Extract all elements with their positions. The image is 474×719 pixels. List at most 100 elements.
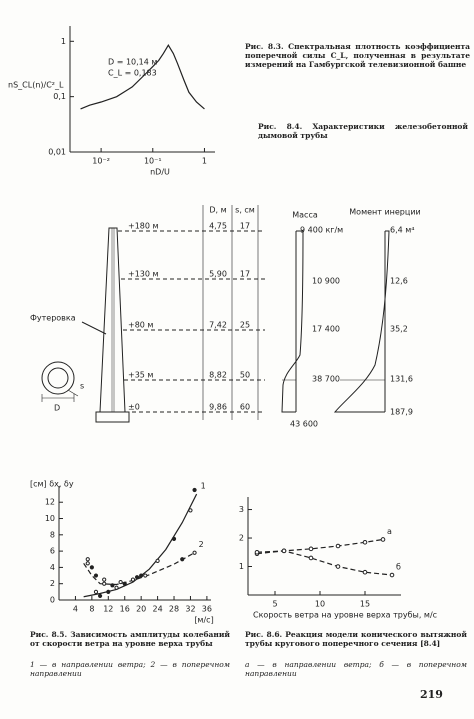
x-tick-label: 16 [120,605,130,614]
ring-inner [47,367,69,389]
table-d: 7,42 [209,321,227,330]
data-point [114,585,119,590]
moment-profile [333,230,390,413]
marker [281,548,287,554]
table-s: 17 [240,270,250,279]
curve-label: 2 [199,540,204,549]
mass-label: 10 900 [312,277,340,286]
data-point [93,589,99,594]
table-d: 4,75 [209,222,227,231]
caption-8-3: Рис. 8.3. Спектральная плотность коэффиц… [245,42,470,69]
y-tick-label: 0,01 [48,148,66,157]
moment-label: 12,6 [390,277,408,286]
table-d: 5,90 [209,270,227,279]
marker [335,564,341,569]
level-lines [118,230,265,413]
mass-label: 9 400 кг/м [300,226,343,235]
curve-label: б [396,563,401,572]
moment-label: 187,9 [390,408,413,417]
curve [256,538,384,555]
mass-label: 43 600 [290,420,318,429]
x-tick-label: 10 [315,600,325,609]
data-point [139,573,144,578]
y-tick-label: 10 [45,514,55,523]
level-label: ±0 [128,403,140,412]
mass-label: 38 700 [312,375,340,384]
y-tick-label: 6 [50,547,55,556]
data-point [106,589,111,594]
tower [99,227,126,413]
table-s: 25 [240,321,250,330]
data-point [85,557,90,562]
curve [83,552,195,586]
x-axis-label: [м/с] [194,616,213,625]
annotation: C_L = 0,183 [108,69,157,78]
tower-lining [111,228,115,412]
ring-label: s [80,382,84,391]
x-tick-label: 20 [136,605,146,614]
lining-label: Футеровка [30,314,76,323]
y-axis-label: nS_CL(n)/C²_L [8,81,64,90]
x-tick-label: 5 [272,600,277,609]
moment-label: 131,6 [390,375,413,384]
data-point [110,583,115,588]
y-tick-label: 1 [61,37,66,46]
data-point [102,577,107,582]
mass-title: Масса [292,211,318,220]
data-point [97,593,103,599]
marker [254,549,260,555]
y-tick-label: 1 [239,562,244,571]
curve [83,493,198,598]
x-tick-label: 10⁻² [92,157,110,166]
page-number: 219 [420,688,443,701]
y-tick-label: 2 [50,579,55,588]
x-tick-label: 8 [89,605,94,614]
y-tick-label: 8 [50,530,55,539]
marker [308,546,314,552]
x-tick-label: 36 [202,605,212,614]
x-tick-label: 28 [169,605,179,614]
curve [256,550,393,576]
data-point [102,581,107,586]
data-point [143,573,148,578]
data-point [188,508,193,513]
x-tick-label: 24 [153,605,163,614]
tower-base [95,411,130,423]
curve-label: 1 [201,482,206,491]
data-point [130,577,136,582]
curve-label: а [387,527,392,536]
data-point [85,561,90,566]
caption-8-5: Рис. 8.5. Зависимость амплитуды колебани… [30,630,230,648]
data-point [192,550,197,555]
table-header: D, м [209,206,226,215]
mass-label: 17 400 [312,325,340,334]
data-point [122,581,127,586]
data-point [118,579,123,585]
y-tick-label: 0,1 [53,92,66,101]
fig84-drawing [41,205,390,423]
curve [80,44,205,110]
level-label: +35 м [128,371,153,380]
x-axis-label: nD/U [150,168,170,177]
marker [308,555,314,561]
x-tick-label: 15 [360,600,370,609]
ring-outer [41,361,75,395]
ring-dims [41,389,79,402]
caption-8-4: Рис. 8.4. Характеристики железобетонной … [258,122,468,140]
data-point [192,487,197,493]
table-s: 50 [240,371,250,380]
level-label: +80 м [128,321,153,330]
x-tick-label: 32 [185,605,195,614]
y-tick-label: 3 [239,505,244,514]
x-axis-label: Скорость ветра на уровне верха трубы, м/… [253,611,437,620]
moment-label: 35,2 [390,325,408,334]
x-tick-label: 4 [73,605,78,614]
table-header: s, см [235,206,255,215]
table-s: 60 [240,403,250,412]
marker [335,543,341,549]
y-tick-label: 12 [45,498,55,507]
y-tick-label: 4 [50,563,55,572]
level-label: +130 м [128,270,159,279]
